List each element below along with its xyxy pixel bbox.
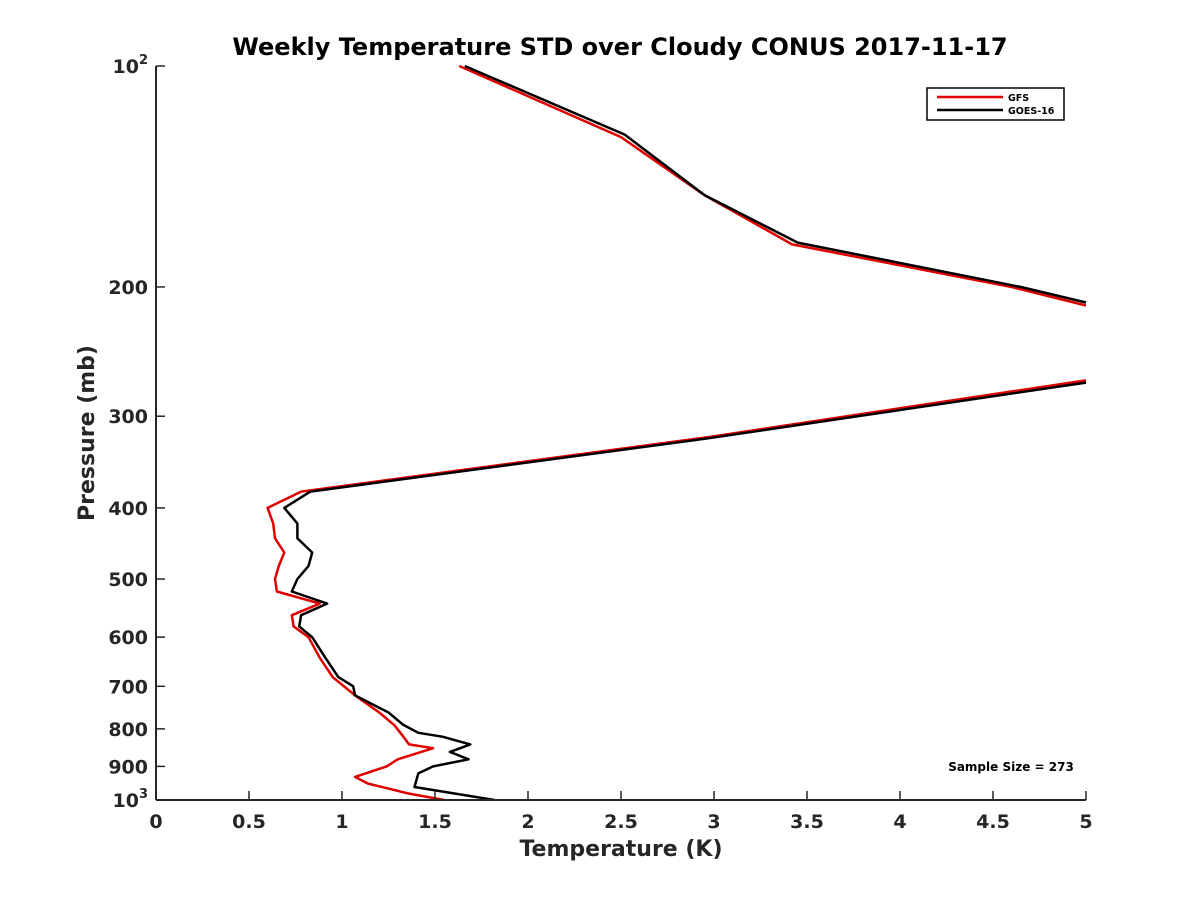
x-tick-label: 0.5 bbox=[232, 811, 266, 833]
y-tick-label: 300 bbox=[108, 406, 148, 428]
y-tick-label: 103 bbox=[113, 787, 149, 812]
y-tick-label: 200 bbox=[108, 277, 148, 299]
y-tick-label: 500 bbox=[108, 569, 148, 591]
y-tick-label: 400 bbox=[108, 498, 148, 520]
x-axis-label: Temperature (K) bbox=[519, 837, 722, 862]
legend: GFS GOES-16 bbox=[926, 87, 1065, 121]
x-tick-label: 2.5 bbox=[604, 811, 638, 833]
y-tick-label: 900 bbox=[108, 756, 148, 778]
legend-label-goes16: GOES-16 bbox=[1008, 106, 1055, 117]
chart-title: Weekly Temperature STD over Cloudy CONUS… bbox=[232, 33, 1007, 61]
y-axis-ticks: 102 200 300 400 500 600 700 800 900 103 bbox=[108, 53, 165, 812]
y-tick-label: 600 bbox=[108, 627, 148, 649]
x-tick-label: 4 bbox=[893, 811, 906, 833]
x-tick-label: 0 bbox=[149, 811, 162, 833]
x-tick-label: 1 bbox=[335, 811, 348, 833]
legend-box bbox=[926, 87, 1065, 121]
x-tick-label: 3 bbox=[707, 811, 720, 833]
y-tick-label: 102 bbox=[113, 53, 149, 78]
x-tick-label: 2 bbox=[521, 811, 534, 833]
plot-lines bbox=[266, 64, 1087, 802]
series-line-gfs bbox=[266, 64, 1087, 802]
legend-label-gfs: GFS bbox=[1008, 93, 1029, 104]
y-tick-label: 700 bbox=[108, 676, 148, 698]
sample-size-annotation: Sample Size = 273 bbox=[948, 760, 1074, 774]
x-tick-label: 3.5 bbox=[790, 811, 824, 833]
x-tick-label: 4.5 bbox=[976, 811, 1010, 833]
x-tick-label: 1.5 bbox=[418, 811, 452, 833]
series-line-goes16 bbox=[283, 64, 1087, 802]
x-axis-ticks: 0 0.5 1 1.5 2 2.5 3 3.5 4 4.5 5 bbox=[149, 791, 1093, 833]
y-tick-label: 800 bbox=[108, 719, 148, 741]
x-tick-label: 5 bbox=[1079, 811, 1092, 833]
y-axis-label: Pressure (mb) bbox=[75, 345, 100, 521]
